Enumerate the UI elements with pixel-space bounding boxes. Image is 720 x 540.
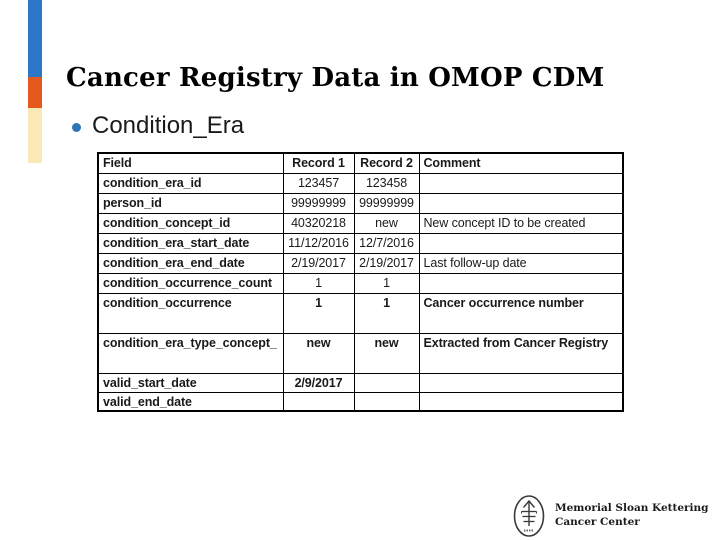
comment-cell [418,272,624,294]
value-cell: 123458 [353,172,420,194]
comment-cell: New concept ID to be created [418,212,624,234]
comment-cell [418,172,624,194]
field-cell: condition_occurrence [97,292,284,334]
msk-logo-line1: Memorial Sloan Kettering [555,502,709,515]
comment-cell [418,232,624,254]
bullet-dot-icon [72,122,81,132]
table-row: condition_era_id 123457 123458 [97,172,624,194]
value-cell: 2/9/2017 [282,372,355,393]
accent-bar-cream-segment [28,108,42,163]
table-header-row: Field Record 1 Record 2 Comment [97,152,624,174]
header-comment: Comment [418,152,624,174]
table-row: person_id 99999999 99999999 [97,192,624,214]
field-cell: condition_era_type_concept_ [97,332,284,374]
msk-seal-icon [513,495,545,537]
left-accent-bar [28,0,42,163]
value-cell: new [282,332,355,374]
value-cell: 1 [353,272,420,294]
field-cell: condition_concept_id [97,212,284,234]
table-row: condition_era_start_date 11/12/2016 12/7… [97,232,624,254]
table-row: condition_occurrence_count 1 1 [97,272,624,294]
slide-title: Cancer Registry Data in OMOP CDM [66,63,605,94]
comment-cell: Last follow-up date [418,252,624,274]
field-cell: condition_era_end_date [97,252,284,274]
header-field: Field [97,152,284,174]
value-cell: new [353,332,420,374]
bullet-text: Condition_Era [92,112,245,139]
header-record-1: Record 1 [282,152,355,174]
bullet-line: Condition_Era [72,112,244,140]
field-cell: condition_era_id [97,172,284,194]
msk-logo: Memorial Sloan Kettering Cancer Center [511,494,709,538]
comment-cell [418,192,624,214]
field-cell: valid_end_date [97,391,284,412]
condition-era-table: Field Record 1 Record 2 Comment conditio… [97,152,624,413]
msk-logo-line2: Cancer Center [555,516,640,528]
value-cell [353,372,420,393]
value-cell: 12/7/2016 [353,232,420,254]
value-cell: new [353,212,420,234]
msk-logo-text: Memorial Sloan Kettering Cancer Center [555,502,709,529]
value-cell: 11/12/2016 [282,232,355,254]
table-row: condition_era_type_concept_ new new Extr… [97,332,624,374]
value-cell [282,391,355,412]
accent-bar-orange-segment [28,77,42,108]
value-cell: 99999999 [353,192,420,214]
table-row: valid_start_date 2/9/2017 [97,372,624,393]
value-cell [353,391,420,412]
value-cell: 99999999 [282,192,355,214]
table-row: condition_era_end_date 2/19/2017 2/19/20… [97,252,624,274]
value-cell: 1 [353,292,420,334]
value-cell: 2/19/2017 [282,252,355,274]
comment-cell: Extracted from Cancer Registry [418,332,624,374]
value-cell: 123457 [282,172,355,194]
field-cell: condition_occurrence_count [97,272,284,294]
value-cell: 40320218 [282,212,355,234]
comment-cell: Cancer occurrence number [418,292,624,334]
table-row: valid_end_date [97,391,624,412]
accent-bar-blue-segment [28,0,42,77]
comment-cell [418,391,624,412]
value-cell: 1 [282,292,355,334]
field-cell: valid_start_date [97,372,284,393]
table-row: condition_concept_id 40320218 new New co… [97,212,624,234]
header-record-2: Record 2 [353,152,420,174]
comment-cell [418,372,624,393]
field-cell: condition_era_start_date [97,232,284,254]
value-cell: 2/19/2017 [353,252,420,274]
value-cell: 1 [282,272,355,294]
table-row: condition_occurrence 1 1 Cancer occurren… [97,292,624,334]
field-cell: person_id [97,192,284,214]
